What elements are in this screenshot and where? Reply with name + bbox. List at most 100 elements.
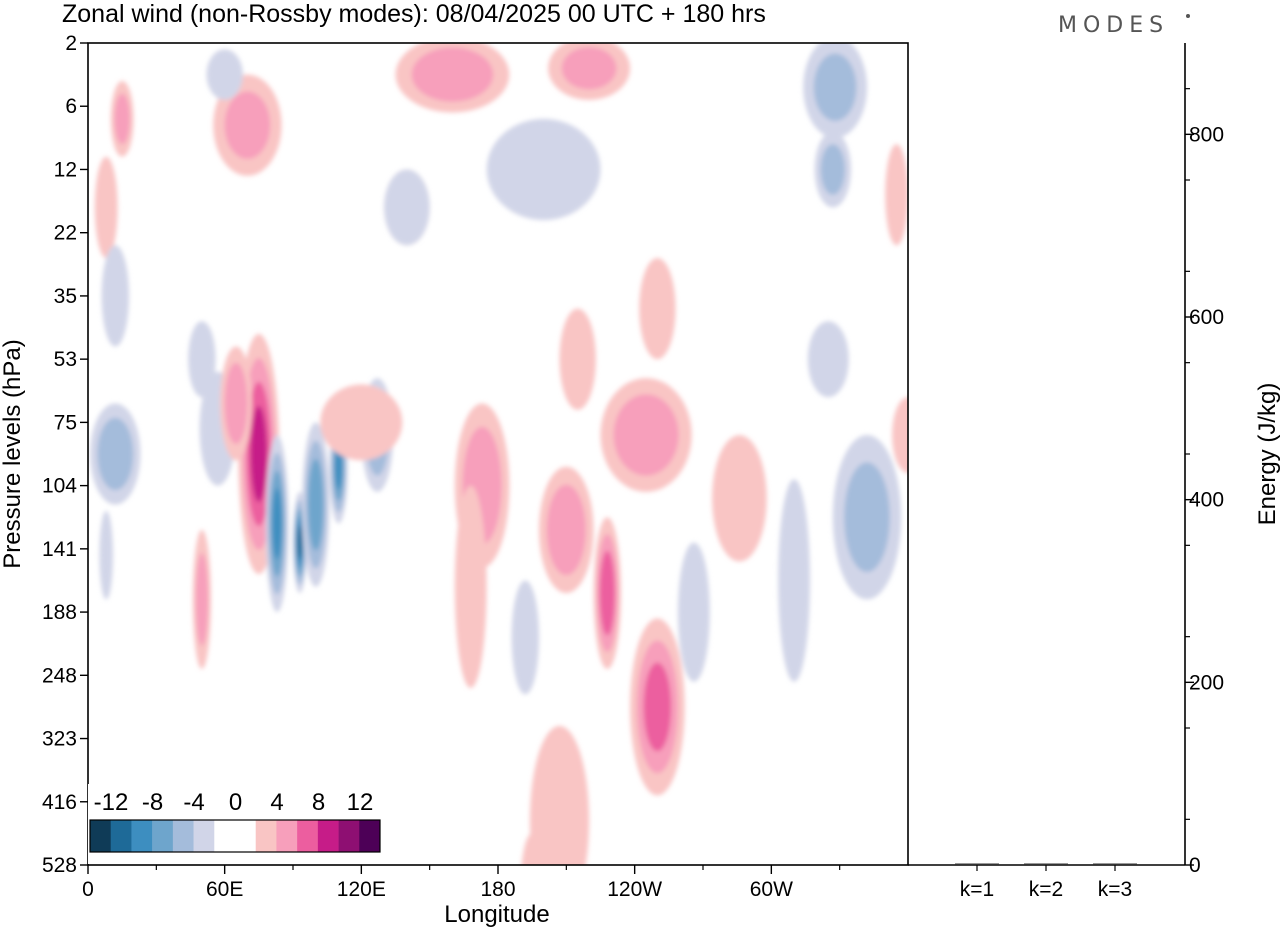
colorbar-outline [89, 819, 381, 853]
x-tick-label: 60E [206, 878, 243, 901]
colorbar: -12 -8 -4 0 4 8 12 [88, 784, 396, 864]
wind-contour-24-5 [114, 93, 130, 145]
wind-contour-34-3 [885, 144, 908, 246]
colorbar-cell [152, 820, 174, 852]
energy-category-label: k=2 [1029, 878, 1063, 901]
energy-bars [955, 863, 1137, 865]
colorbar-label: 12 [347, 789, 374, 816]
x-axis-label: Longitude [444, 901, 549, 928]
energy-bar-k=1 [955, 863, 999, 865]
y-tick-label: 22 [54, 222, 77, 245]
energy-tick-label: 600 [1189, 306, 1224, 329]
energy-tick-label: 200 [1189, 671, 1224, 694]
energy-tick-label: 800 [1189, 123, 1224, 146]
energy-category-label: k=1 [960, 878, 994, 901]
wind-contour-23-3 [320, 384, 403, 461]
colorbar-cell [193, 820, 215, 852]
colorbar-cell [338, 820, 360, 852]
wind-contour-15-3 [529, 725, 590, 865]
colorbar-cell [276, 820, 298, 852]
wind-contour-37-3 [559, 308, 596, 410]
colorbar-cell [172, 820, 194, 852]
y-tick-label: 12 [54, 158, 77, 181]
wind-contour-29-5 [820, 144, 845, 195]
brand-mark-icon [1186, 14, 1190, 18]
colorbar-cell [359, 820, 381, 852]
wind-contour-20-5 [97, 417, 134, 491]
colorbar-label: -4 [183, 789, 204, 816]
colorbar-cell [214, 820, 236, 852]
y-tick-label: 141 [42, 538, 77, 561]
wind-contour-21-3 [99, 510, 113, 600]
energy-tick-label: 400 [1189, 489, 1224, 512]
y-tick-label: 2 [65, 32, 77, 55]
y-tick-label: 53 [54, 348, 77, 371]
y-tick-label: 35 [54, 285, 77, 308]
wind-contour-7-5 [195, 553, 208, 646]
heatmap-blobs [90, 43, 908, 865]
wind-contour-19-5 [844, 462, 890, 572]
x-axis: 0 60E 120E 180 120W 60W [82, 865, 841, 901]
y-tick-label: 323 [42, 728, 77, 751]
wind-contour-36-3 [639, 258, 676, 360]
wind-contour-10-5 [546, 484, 586, 576]
colorbar-label: 8 [312, 789, 325, 816]
energy-category-label: k=3 [1098, 878, 1132, 901]
colorbar-label: 0 [229, 789, 242, 816]
y-tick-label: 6 [65, 95, 77, 118]
colorbar-cell [235, 820, 257, 852]
y-tick-label: 528 [42, 854, 77, 877]
x-tick-label: 60W [750, 878, 793, 901]
wind-contour-13-7 [643, 662, 672, 752]
energy-bar-k=2 [1024, 863, 1068, 865]
wind-contour-39-3 [188, 321, 216, 398]
wind-contour-42-3 [892, 397, 908, 473]
wind-contour-0-9 [250, 405, 267, 503]
y-tick-label: 416 [42, 791, 77, 814]
chart-title: Zonal wind (non-Rossby modes): 08/04/202… [62, 0, 766, 28]
wind-contour-40-3 [384, 169, 430, 246]
colorbar-cells [89, 819, 381, 853]
energy-y-axis: 0 200 400 600 800 [1185, 88, 1224, 877]
colorbar-cell [90, 820, 112, 852]
colorbar-cell [131, 820, 153, 852]
wind-contour-31-3 [206, 49, 243, 100]
colorbar-label: -12 [94, 789, 129, 816]
wind-contour-25-5 [224, 91, 271, 159]
x-tick-label: 120E [337, 878, 386, 901]
colorbar-cell [317, 820, 339, 852]
x-tick-label: 0 [82, 878, 94, 901]
energy-bar-k=3 [1093, 863, 1137, 865]
wind-contour-30-5 [561, 47, 617, 90]
wind-contour-12-5 [613, 394, 679, 476]
energy-tick-label: 0 [1189, 854, 1201, 877]
wind-contour-16-3 [511, 580, 539, 695]
wind-contour-26-5 [411, 47, 494, 102]
y-axis-label: Pressure levels (hPa) [0, 339, 26, 568]
colorbar-label: -8 [142, 789, 163, 816]
energy-categories: k=1 k=2 k=3 [960, 865, 1132, 901]
x-tick-label: 180 [480, 878, 515, 901]
brand-logo: MODES [1058, 13, 1169, 38]
wind-contour-41-3 [521, 833, 543, 865]
wind-contour-1-9 [272, 488, 282, 559]
wind-contour-18-3 [778, 479, 810, 682]
wind-contour-4-9 [335, 443, 343, 490]
colorbar-cell [110, 820, 132, 852]
wind-contour-33-3 [94, 156, 118, 258]
colorbar-label: 4 [270, 789, 283, 816]
y-tick-label: 104 [42, 475, 77, 498]
wind-contour-38-3 [807, 321, 849, 398]
heatmap-field [90, 43, 908, 865]
wind-contour-27-3 [486, 118, 601, 221]
energy-panel: 0 200 400 600 800 k=1 k=2 k=3 Energy (J/kg) [908, 43, 1280, 901]
y-axis: 2 6 12 22 35 53 75 104 141 188 248 323 416 528 [42, 32, 88, 877]
wind-contour-11-7 [599, 550, 615, 636]
wind-contour-2-11 [297, 525, 303, 560]
y-tick-label: 188 [42, 601, 77, 624]
wind-contour-3-7 [308, 458, 324, 551]
y-tick-label: 75 [54, 411, 77, 434]
energy-axis-label: Energy (J/kg) [1254, 383, 1280, 526]
wind-contour-17-3 [712, 435, 767, 562]
wind-contour-9-3 [454, 485, 487, 688]
